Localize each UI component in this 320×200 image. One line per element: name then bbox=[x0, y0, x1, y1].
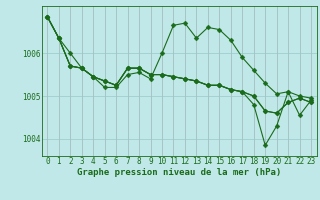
X-axis label: Graphe pression niveau de la mer (hPa): Graphe pression niveau de la mer (hPa) bbox=[77, 168, 281, 177]
